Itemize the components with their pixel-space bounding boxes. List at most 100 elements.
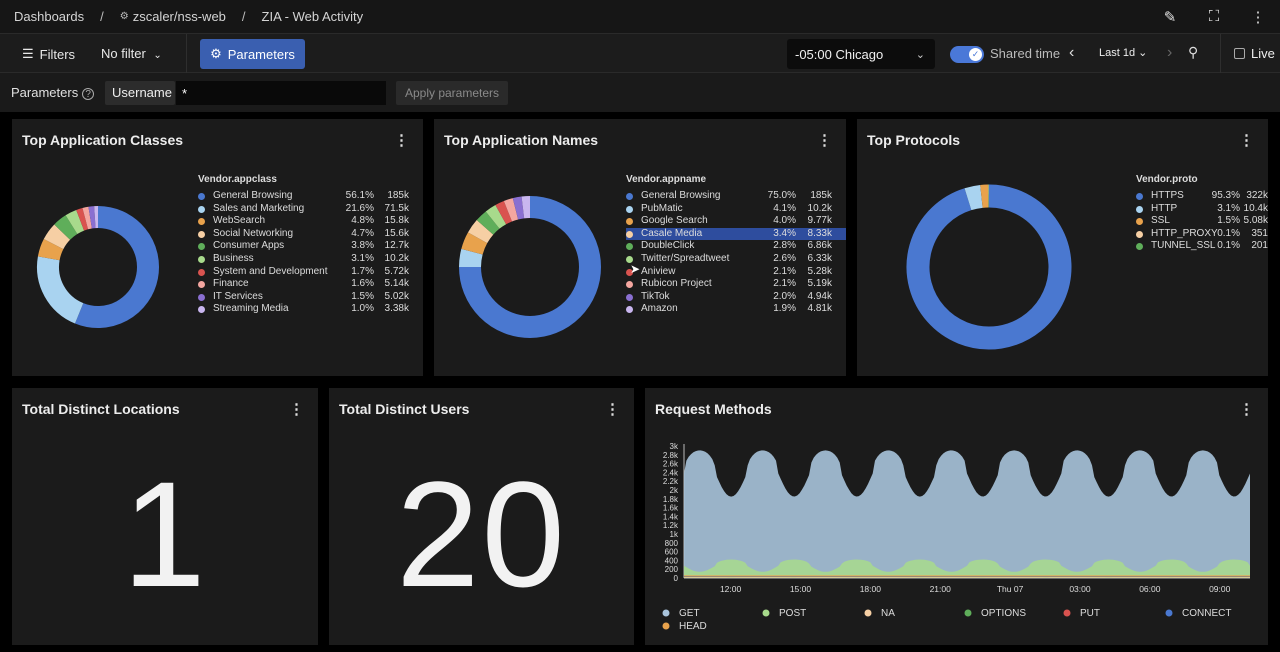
legend-item[interactable]: HTTP_PROXY 0.1% 351 bbox=[1136, 228, 1268, 241]
donut-slice[interactable] bbox=[503, 198, 519, 222]
chevron-left-icon[interactable]: ‹ bbox=[1069, 44, 1075, 61]
kebab-icon[interactable]: ⋮ bbox=[289, 401, 304, 418]
live-checkbox[interactable]: Live bbox=[1234, 46, 1275, 61]
legend-label[interactable]: CONNECT bbox=[1182, 608, 1231, 619]
distinct-locations-value: 1 bbox=[122, 450, 208, 618]
donut-slice[interactable] bbox=[88, 206, 96, 229]
legend-item[interactable]: Google Search 4.0% 9.77k bbox=[626, 215, 846, 228]
no-filter-dropdown[interactable]: No filter ⌄ bbox=[101, 46, 162, 61]
legend-item[interactable]: Twitter/Spreadtweet 2.6% 6.33k bbox=[626, 253, 846, 266]
legend-item[interactable]: Casale Media 3.4% 8.33k bbox=[626, 227, 846, 241]
kebab-icon[interactable]: ⋮ bbox=[1239, 132, 1254, 149]
donut-slice[interactable] bbox=[43, 224, 71, 250]
area-series-get[interactable] bbox=[684, 450, 1250, 578]
legend-item[interactable]: General Browsing 75.0% 185k bbox=[626, 190, 846, 203]
help-icon[interactable]: ? bbox=[82, 88, 95, 100]
panel-distinct-users: Total Distinct Users ⋮ 20 bbox=[329, 388, 634, 645]
pencil-icon[interactable]: ✎ bbox=[1163, 8, 1177, 26]
legend-label[interactable]: NA bbox=[881, 608, 895, 619]
legend-count: 71.5k bbox=[384, 202, 409, 214]
legend-item[interactable]: Amazon 1.9% 4.81k bbox=[626, 303, 846, 316]
legend-count: 4.81k bbox=[807, 303, 832, 315]
legend-label[interactable]: GET bbox=[679, 608, 700, 619]
parameters-button[interactable]: ⚙ Parameters bbox=[200, 39, 305, 69]
legend-item[interactable]: HTTPS 95.3% 322k bbox=[1136, 190, 1268, 203]
username-label: Username bbox=[105, 81, 175, 105]
shared-time-toggle[interactable]: ✓ bbox=[950, 46, 984, 63]
legend-label: Finance bbox=[213, 278, 249, 290]
kebab-icon[interactable]: ⋮ bbox=[817, 132, 832, 149]
legend-swatch bbox=[198, 268, 205, 276]
kebab-icon[interactable]: ⋮ bbox=[1239, 401, 1254, 418]
legend-swatch bbox=[626, 193, 633, 200]
breadcrumb-folder[interactable]: zscaler/nss-web bbox=[132, 9, 226, 24]
time-range-label: Last 1d bbox=[1099, 47, 1136, 59]
donut-slice[interactable] bbox=[76, 208, 89, 231]
breadcrumb-dashboards[interactable]: Dashboards bbox=[14, 9, 85, 24]
legend-item[interactable]: SSL 1.5% 5.08k bbox=[1136, 215, 1268, 228]
legend-count: 6.86k bbox=[807, 240, 832, 252]
legend-item[interactable]: DoubleClick 2.8% 6.86k bbox=[626, 240, 846, 253]
donut-slice[interactable] bbox=[485, 204, 507, 229]
legend-percent: 0.1% bbox=[1217, 240, 1240, 252]
legend-item[interactable]: IT Services 1.5% 5.02k bbox=[198, 291, 410, 304]
legend-label[interactable]: OPTIONS bbox=[981, 608, 1026, 619]
donut-slice[interactable] bbox=[512, 196, 525, 220]
donut-slice[interactable] bbox=[82, 206, 93, 230]
legend-swatch bbox=[198, 205, 205, 213]
legend-item[interactable]: Rubicon Project 2.1% 5.19k bbox=[626, 278, 846, 291]
legend-item[interactable]: Business 3.1% 10.2k bbox=[198, 253, 410, 266]
time-range-dropdown[interactable]: Last 1d ⌄ bbox=[1099, 47, 1148, 59]
legend-percent: 2.1% bbox=[773, 278, 796, 290]
area-series-post[interactable] bbox=[684, 559, 1250, 579]
legend-label: WebSearch bbox=[213, 215, 266, 227]
filters-button[interactable]: ☰ Filters bbox=[22, 46, 75, 62]
x-tick-label: 21:00 bbox=[930, 584, 952, 594]
chevron-right-icon[interactable]: › bbox=[1167, 44, 1173, 61]
donut-slice[interactable] bbox=[54, 215, 78, 241]
timezone-select[interactable]: -05:00 Chicago ⌄ bbox=[787, 39, 935, 69]
legend-item[interactable]: Streaming Media 1.0% 3.38k bbox=[198, 303, 410, 316]
breadcrumb-page: ZIA - Web Activity bbox=[261, 9, 364, 24]
zoom-out-icon[interactable]: ⚲ bbox=[1188, 44, 1199, 60]
donut-slice[interactable] bbox=[459, 248, 483, 268]
donut-slice[interactable] bbox=[37, 239, 64, 261]
apply-parameters-button[interactable]: Apply parameters bbox=[396, 81, 508, 105]
legend-item[interactable]: Social Networking 4.7% 15.6k bbox=[198, 228, 410, 241]
legend-percent: 1.6% bbox=[351, 278, 374, 290]
legend-item[interactable]: Sales and Marketing 21.6% 71.5k bbox=[198, 203, 410, 216]
legend-item[interactable]: PubMatic 4.1% 10.2k bbox=[626, 203, 846, 216]
panel-title: Top Application Names bbox=[444, 132, 599, 148]
legend-item[interactable]: WebSearch 4.8% 15.8k bbox=[198, 215, 410, 228]
donut-slice[interactable] bbox=[75, 206, 159, 328]
legend-item[interactable]: Consumer Apps 3.8% 12.7k bbox=[198, 240, 410, 253]
legend-label[interactable]: HEAD bbox=[679, 621, 707, 632]
legend-item[interactable]: TikTok 2.0% 4.94k bbox=[626, 291, 846, 304]
donut-slice[interactable] bbox=[476, 211, 500, 235]
donut-slice[interactable] bbox=[459, 196, 601, 338]
donut-slice[interactable] bbox=[964, 184, 983, 211]
legend-label: Business bbox=[213, 252, 254, 264]
legend-item[interactable]: TUNNEL_SSL 0.1% 201 bbox=[1136, 240, 1268, 253]
legend-item[interactable]: System and Development 1.7% 5.72k bbox=[198, 266, 410, 279]
legend-label[interactable]: PUT bbox=[1080, 608, 1100, 619]
legend-item[interactable]: General Browsing 56.1% 185k bbox=[198, 190, 410, 203]
legend-item[interactable]: Aniview 2.1% 5.28k bbox=[626, 266, 846, 279]
donut-slice[interactable] bbox=[65, 210, 85, 235]
donut-slice[interactable] bbox=[37, 256, 84, 324]
kebab-icon[interactable]: ⋮ bbox=[1250, 8, 1266, 26]
username-input[interactable] bbox=[176, 81, 386, 105]
legend-swatch bbox=[626, 243, 633, 251]
donut-slice[interactable] bbox=[495, 200, 513, 225]
kebab-icon[interactable]: ⋮ bbox=[605, 401, 620, 418]
expand-icon[interactable]: ⛶ bbox=[1208, 8, 1220, 25]
donut-slice[interactable] bbox=[461, 232, 488, 255]
donut-slice[interactable] bbox=[906, 184, 1072, 350]
legend-item[interactable]: HTTP 3.1% 10.4k bbox=[1136, 203, 1268, 216]
legend-label[interactable]: POST bbox=[779, 608, 806, 619]
legend-swatch bbox=[626, 255, 633, 263]
donut-slice[interactable] bbox=[467, 220, 494, 244]
legend-percent: 3.1% bbox=[351, 252, 374, 264]
legend-item[interactable]: Finance 1.6% 5.14k bbox=[198, 278, 410, 291]
kebab-icon[interactable]: ⋮ bbox=[394, 132, 409, 149]
